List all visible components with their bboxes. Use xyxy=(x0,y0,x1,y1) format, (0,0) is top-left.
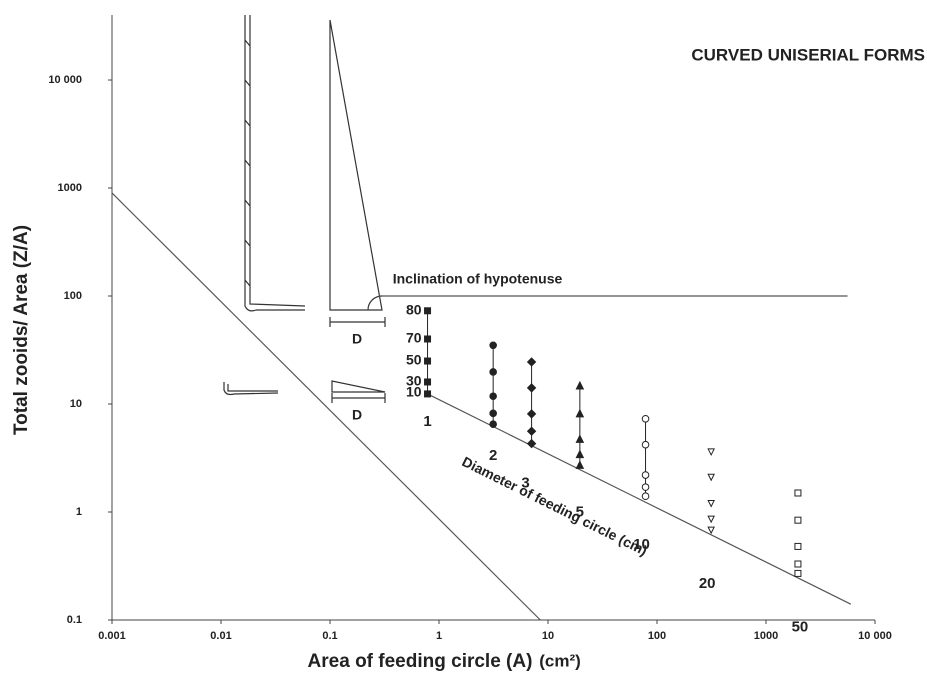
inclination-label: 70 xyxy=(406,330,422,346)
data-point xyxy=(641,414,650,423)
data-point xyxy=(489,409,497,418)
data-point xyxy=(489,368,497,376)
y-tick-label: 0.1 xyxy=(67,614,82,626)
data-point xyxy=(424,335,432,343)
data-point xyxy=(575,380,585,390)
data-point xyxy=(489,341,497,350)
data-point xyxy=(641,440,650,449)
data-point xyxy=(794,560,802,568)
data-point xyxy=(707,473,715,482)
line-label: Inclination of hypotenuse xyxy=(393,271,563,287)
x-tick-label: 0.01 xyxy=(210,630,231,642)
data-point xyxy=(575,408,585,418)
y-tick-label: 10 000 xyxy=(48,74,82,86)
data-point xyxy=(794,542,802,550)
data-point xyxy=(424,357,432,365)
data-point xyxy=(794,516,802,524)
x-tick-label: 1000 xyxy=(754,630,778,642)
x-tick-label: 0.001 xyxy=(98,630,126,642)
data-point xyxy=(707,448,715,457)
diameter-label: 3 xyxy=(521,475,529,492)
data-point xyxy=(526,409,537,419)
diameter-label: 5 xyxy=(576,503,584,520)
data-point xyxy=(575,434,585,443)
y-tick-label: 100 xyxy=(64,290,82,302)
data-point xyxy=(526,426,537,436)
data-point xyxy=(489,392,497,401)
inclination-label: 50 xyxy=(406,352,422,368)
y-tick-label: 10 xyxy=(70,398,82,410)
x-axis-unit: (cm²) xyxy=(539,651,581,670)
y-axis-label: Total zooids/ Area (Z/A) xyxy=(11,225,32,435)
data-point xyxy=(424,390,432,398)
data-point xyxy=(641,483,650,491)
data-point xyxy=(526,383,537,393)
diameter-label: 20 xyxy=(699,575,716,592)
line-label: Diameter of feeding circle (cm) xyxy=(460,453,650,558)
inclination-label: 10 xyxy=(406,384,422,400)
colony-sketches xyxy=(223,15,386,403)
data-point xyxy=(424,307,432,315)
diameter-label: 1 xyxy=(423,413,431,430)
scale-label: D xyxy=(352,331,362,347)
scale-label: D xyxy=(352,407,362,423)
data-point xyxy=(575,460,585,469)
data-point xyxy=(794,569,802,577)
data-point xyxy=(526,438,537,449)
data-point xyxy=(575,449,585,459)
diameter-label: 2 xyxy=(489,447,497,464)
data-point xyxy=(526,357,537,367)
data-point xyxy=(641,471,650,479)
inclination-label: 30 xyxy=(406,373,422,389)
diameter-label: 10 xyxy=(633,536,650,553)
x-tick-label: 100 xyxy=(648,630,666,642)
diameter-label: 50 xyxy=(792,618,809,635)
data-point xyxy=(794,489,802,497)
chart-title: CURVED UNISERIAL FORMS xyxy=(691,45,925,64)
x-tick-label: 10 000 xyxy=(858,630,892,642)
data-point xyxy=(707,499,715,508)
data-point xyxy=(641,492,650,501)
x-axis-label: Area of feeding circle (A) xyxy=(308,651,533,672)
data-point xyxy=(707,526,715,535)
inclination-label: 80 xyxy=(406,301,422,317)
data-point xyxy=(424,378,432,386)
y-tick-label: 1 xyxy=(76,506,82,518)
data-point xyxy=(707,515,715,524)
data-point xyxy=(489,420,497,429)
reference-line xyxy=(111,192,541,621)
reference-line xyxy=(427,393,852,605)
x-tick-label: 0.1 xyxy=(322,630,337,642)
x-tick-label: 10 xyxy=(542,630,554,642)
y-tick-label: 1000 xyxy=(58,182,82,194)
x-tick-label: 1 xyxy=(436,630,442,642)
